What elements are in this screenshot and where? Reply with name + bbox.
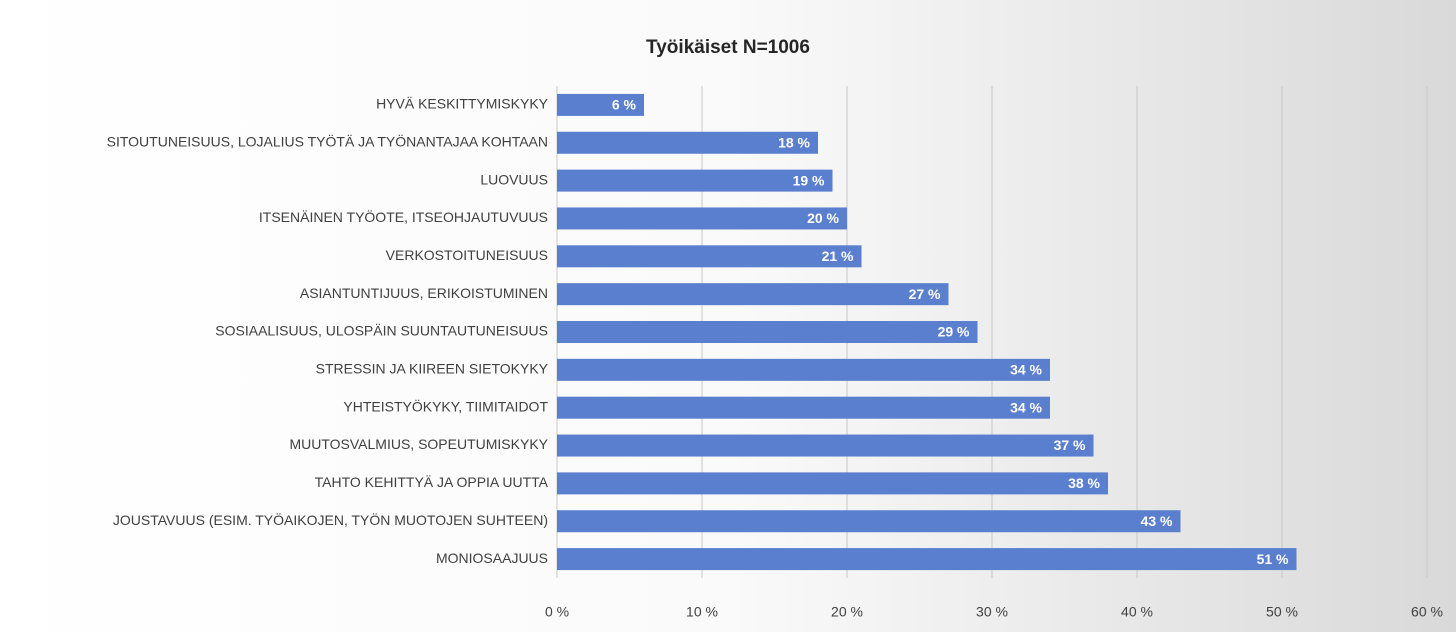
value-label: 34 % bbox=[1010, 399, 1042, 415]
value-label: 43 % bbox=[1141, 513, 1173, 529]
bar bbox=[557, 396, 1050, 419]
x-tick-label: 10 % bbox=[686, 604, 718, 620]
bar bbox=[557, 245, 862, 268]
value-label: 6 % bbox=[612, 97, 637, 113]
bar bbox=[557, 283, 949, 306]
x-tick-label: 50 % bbox=[1266, 604, 1298, 620]
bar bbox=[557, 93, 644, 116]
y-tick-label: VERKOSTOITUNEISUUS bbox=[386, 247, 548, 263]
bar bbox=[557, 358, 1050, 381]
bar bbox=[557, 510, 1181, 533]
x-tick-label: 40 % bbox=[1121, 604, 1153, 620]
bar bbox=[557, 548, 1297, 571]
y-tick-label: LUOVUUS bbox=[480, 171, 548, 187]
y-tick-label: JOUSTAVUUS (ESIM. TYÖAIKOJEN, TYÖN MUOTO… bbox=[113, 511, 548, 528]
value-label: 27 % bbox=[909, 286, 941, 302]
value-label: 29 % bbox=[938, 324, 970, 340]
y-tick-label: ITSENÄINEN TYÖOTE, ITSEOHJAUTUVUUS bbox=[259, 208, 548, 225]
y-tick-label: MONIOSAAJUUS bbox=[436, 550, 548, 566]
value-label: 51 % bbox=[1257, 551, 1289, 567]
y-tick-label: SOSIAALISUUS, ULOSPÄIN SUUNTAUTUNEISUUS bbox=[215, 323, 548, 339]
y-tick-label: STRESSIN JA KIIREEN SIETOKYKY bbox=[316, 361, 549, 377]
value-label: 38 % bbox=[1068, 475, 1100, 491]
bar bbox=[557, 434, 1094, 457]
value-label: 21 % bbox=[822, 248, 854, 264]
x-tick-label: 30 % bbox=[976, 604, 1008, 620]
y-tick-label: TAHTO KEHITTYÄ JA OPPIA UUTTA bbox=[315, 474, 549, 490]
x-tick-label: 20 % bbox=[831, 604, 863, 620]
bar bbox=[557, 131, 818, 154]
bar bbox=[557, 207, 847, 230]
bar bbox=[557, 169, 833, 192]
y-tick-label: MUUTOSVALMIUS, SOPEUTUMISKYKY bbox=[289, 436, 548, 452]
value-label: 37 % bbox=[1054, 437, 1086, 453]
x-tick-label: 60 % bbox=[1411, 604, 1443, 620]
value-label: 19 % bbox=[793, 172, 825, 188]
value-label: 20 % bbox=[807, 210, 839, 226]
chart-title: Työikäiset N=1006 bbox=[646, 37, 810, 58]
bar bbox=[557, 321, 978, 343]
y-tick-label: ASIANTUNTIJUUS, ERIKOISTUMINEN bbox=[300, 285, 548, 301]
value-label: 18 % bbox=[778, 134, 810, 150]
y-tick-label: YHTEISTYÖKYKY, TIIMITAIDOT bbox=[343, 397, 548, 414]
y-tick-label: SITOUTUNEISUUS, LOJALIUS TYÖTÄ JA TYÖNAN… bbox=[107, 132, 548, 149]
value-label: 34 % bbox=[1010, 362, 1042, 378]
bar bbox=[557, 472, 1108, 495]
y-tick-label: HYVÄ KESKITTYMISKYKY bbox=[376, 96, 549, 112]
x-tick-label: 0 % bbox=[545, 604, 569, 620]
